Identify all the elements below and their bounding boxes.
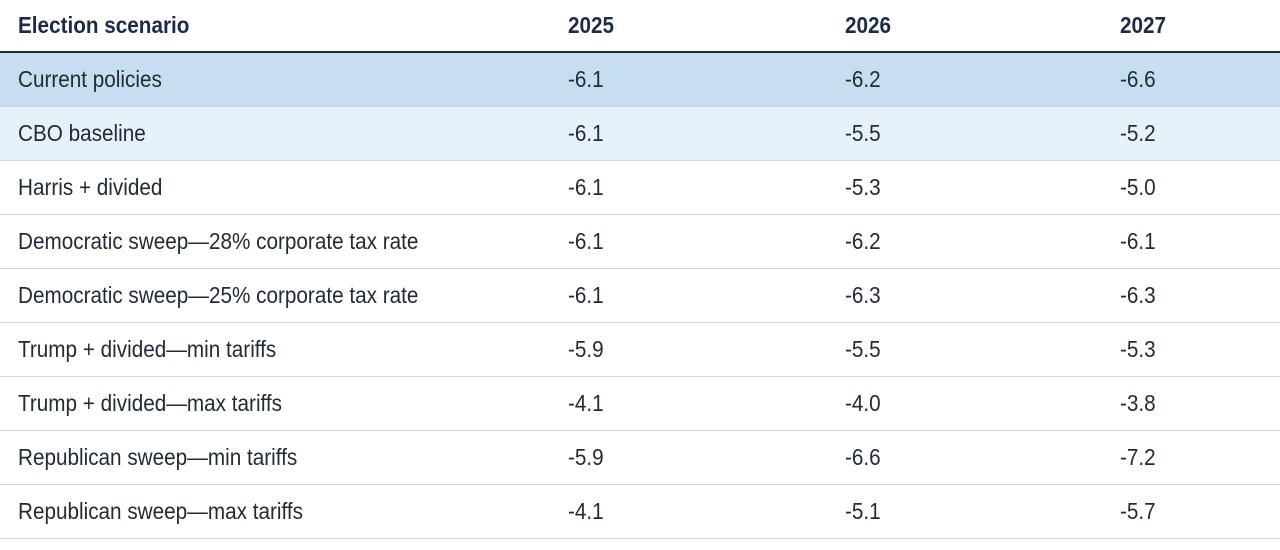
row-label: Democratic sweep—28% corporate tax rate bbox=[18, 228, 419, 254]
row-value-2027: -7.2 bbox=[1120, 444, 1156, 470]
row-value-2026: -5.5 bbox=[845, 336, 881, 362]
row-value-2025: -6.1 bbox=[568, 282, 604, 308]
row-value-2026: -5.1 bbox=[845, 498, 881, 524]
row-value-2025: -4.1 bbox=[568, 390, 604, 416]
table-row: Harris + divided -6.1 -5.3 -5.0 bbox=[0, 161, 1280, 215]
table-row: Democratic sweep—25% corporate tax rate -… bbox=[0, 269, 1280, 323]
row-value-2026: -6.2 bbox=[845, 228, 881, 254]
row-label: Republican sweep—min tariffs bbox=[18, 444, 298, 470]
row-value-2027: -5.7 bbox=[1120, 498, 1156, 524]
table-body: Current policies -6.1 -6.2 -6.6 CBO baseline… bbox=[0, 53, 1280, 539]
row-value-2025: -6.1 bbox=[568, 66, 604, 92]
row-value-2026: -5.5 bbox=[845, 120, 881, 146]
table-row: Republican sweep—min tariffs -5.9 -6.6 -7.2 bbox=[0, 431, 1280, 485]
row-label: Current policies bbox=[18, 66, 162, 92]
row-value-2027: -5.2 bbox=[1120, 120, 1156, 146]
row-value-2027: -5.0 bbox=[1120, 174, 1156, 200]
row-value-2026: -6.3 bbox=[845, 282, 881, 308]
header-2027: 2027 bbox=[1120, 12, 1167, 38]
header-election-scenario: Election scenario bbox=[18, 12, 190, 38]
row-value-2026: -4.0 bbox=[845, 390, 881, 416]
row-value-2025: -6.1 bbox=[568, 120, 604, 146]
table-row: Current policies -6.1 -6.2 -6.6 bbox=[0, 53, 1280, 107]
row-value-2026: -5.3 bbox=[845, 174, 881, 200]
table-row: Republican sweep—max tariffs -4.1 -5.1 -5.7 bbox=[0, 485, 1280, 539]
header-2025: 2025 bbox=[568, 12, 615, 38]
row-label: CBO baseline bbox=[18, 120, 146, 146]
row-value-2025: -5.9 bbox=[568, 336, 604, 362]
row-label: Trump + divided—max tariffs bbox=[18, 390, 283, 416]
row-value-2025: -4.1 bbox=[568, 498, 604, 524]
row-label: Trump + divided—min tariffs bbox=[18, 336, 277, 362]
row-value-2027: -6.6 bbox=[1120, 66, 1156, 92]
row-value-2027: -6.3 bbox=[1120, 282, 1156, 308]
row-label: Republican sweep—max tariffs bbox=[18, 498, 303, 524]
table-row: Trump + divided—max tariffs -4.1 -4.0 -3.8 bbox=[0, 377, 1280, 431]
row-value-2027: -3.8 bbox=[1120, 390, 1156, 416]
table-row: CBO baseline -6.1 -5.5 -5.2 bbox=[0, 107, 1280, 161]
row-value-2025: -6.1 bbox=[568, 228, 604, 254]
row-value-2025: -5.9 bbox=[568, 444, 604, 470]
table-row: Trump + divided—min tariffs -5.9 -5.5 -5.3 bbox=[0, 323, 1280, 377]
row-value-2027: -6.1 bbox=[1120, 228, 1156, 254]
header-2026: 2026 bbox=[845, 12, 892, 38]
row-value-2025: -6.1 bbox=[568, 174, 604, 200]
row-value-2027: -5.3 bbox=[1120, 336, 1156, 362]
row-value-2026: -6.2 bbox=[845, 66, 881, 92]
row-label: Democratic sweep—25% corporate tax rate bbox=[18, 282, 419, 308]
row-value-2026: -6.6 bbox=[845, 444, 881, 470]
table-header: Election scenario 2025 2026 2027 bbox=[0, 0, 1280, 53]
table-row: Democratic sweep—28% corporate tax rate -… bbox=[0, 215, 1280, 269]
row-label: Harris + divided bbox=[18, 174, 163, 200]
